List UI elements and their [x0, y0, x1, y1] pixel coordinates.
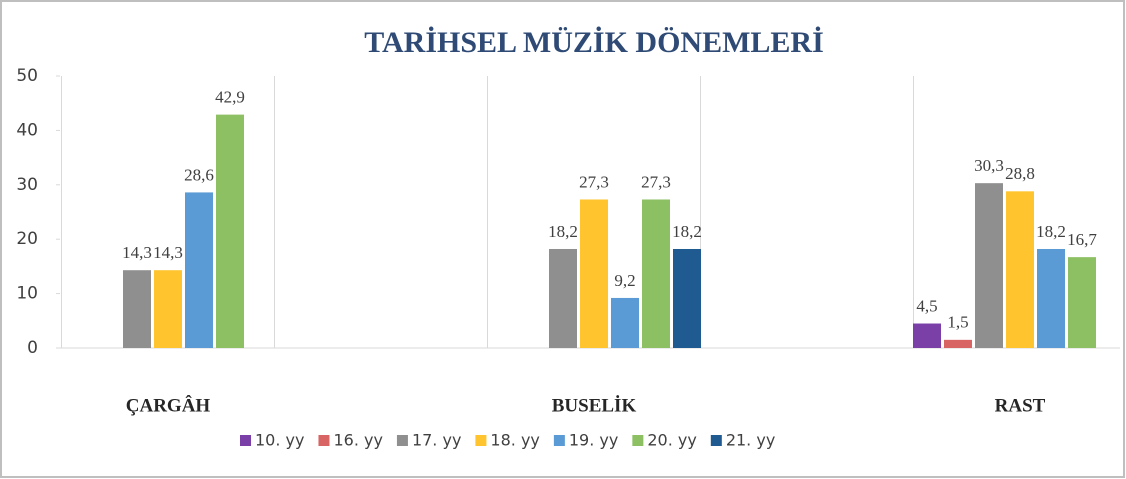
bar [123, 270, 151, 348]
x-tick-label: RAST [995, 395, 1046, 416]
data-label: 16,7 [1067, 230, 1097, 249]
y-tick-label: 30 [16, 175, 38, 195]
data-label: 18,2 [672, 222, 702, 241]
bar [913, 323, 941, 348]
bar [185, 192, 213, 348]
bar [1037, 248, 1065, 348]
bar [580, 199, 608, 348]
y-tick-label: 50 [16, 66, 38, 86]
data-label: 42,9 [215, 88, 245, 107]
data-label: 14,3 [122, 243, 152, 262]
legend-label: 16. yy [333, 431, 382, 450]
y-tick-label: 10 [16, 284, 38, 304]
chart-title: TARİHSEL MÜZİK DÖNEMLERİ [364, 26, 824, 59]
data-label: 14,3 [153, 243, 183, 262]
legend-label: 19. yy [569, 431, 618, 450]
data-label: 4,5 [916, 296, 937, 315]
bar [216, 114, 244, 349]
bar [549, 248, 577, 348]
legend-label: 20. yy [647, 431, 696, 450]
legend-swatch [475, 435, 487, 446]
y-tick-label: 20 [16, 229, 38, 249]
bar [673, 248, 701, 348]
bar [944, 339, 972, 348]
legend-swatch [553, 435, 565, 446]
data-label: 28,6 [184, 165, 214, 184]
legend-label: 17. yy [412, 431, 461, 450]
legend-swatch [632, 435, 644, 446]
bar [1068, 257, 1096, 348]
y-tick-label: 0 [27, 338, 38, 358]
data-label: 18,2 [548, 222, 578, 241]
data-label: 27,3 [641, 172, 671, 191]
data-label: 30,3 [974, 156, 1004, 175]
data-label: 1,5 [947, 313, 968, 332]
legend-swatch [240, 435, 251, 446]
data-label: 18,2 [1036, 222, 1066, 241]
legend-swatch [396, 435, 408, 446]
legend-swatch [318, 435, 330, 446]
bar [975, 183, 1003, 348]
bar [1006, 191, 1034, 348]
data-label: 28,8 [1005, 164, 1035, 183]
y-tick-label: 40 [16, 120, 38, 140]
legend-label: 18. yy [490, 431, 539, 450]
legend-swatch [710, 435, 722, 446]
bar [611, 297, 639, 348]
x-tick-label: BUSELİK [552, 395, 637, 416]
x-tick-label: ÇARGÂH [126, 394, 211, 416]
legend-label: 21. yy [726, 431, 775, 450]
bar [154, 270, 182, 348]
data-label: 27,3 [579, 172, 609, 191]
legend-label: 10. yy [255, 431, 304, 450]
bar [642, 199, 670, 348]
data-label: 9,2 [614, 271, 635, 290]
